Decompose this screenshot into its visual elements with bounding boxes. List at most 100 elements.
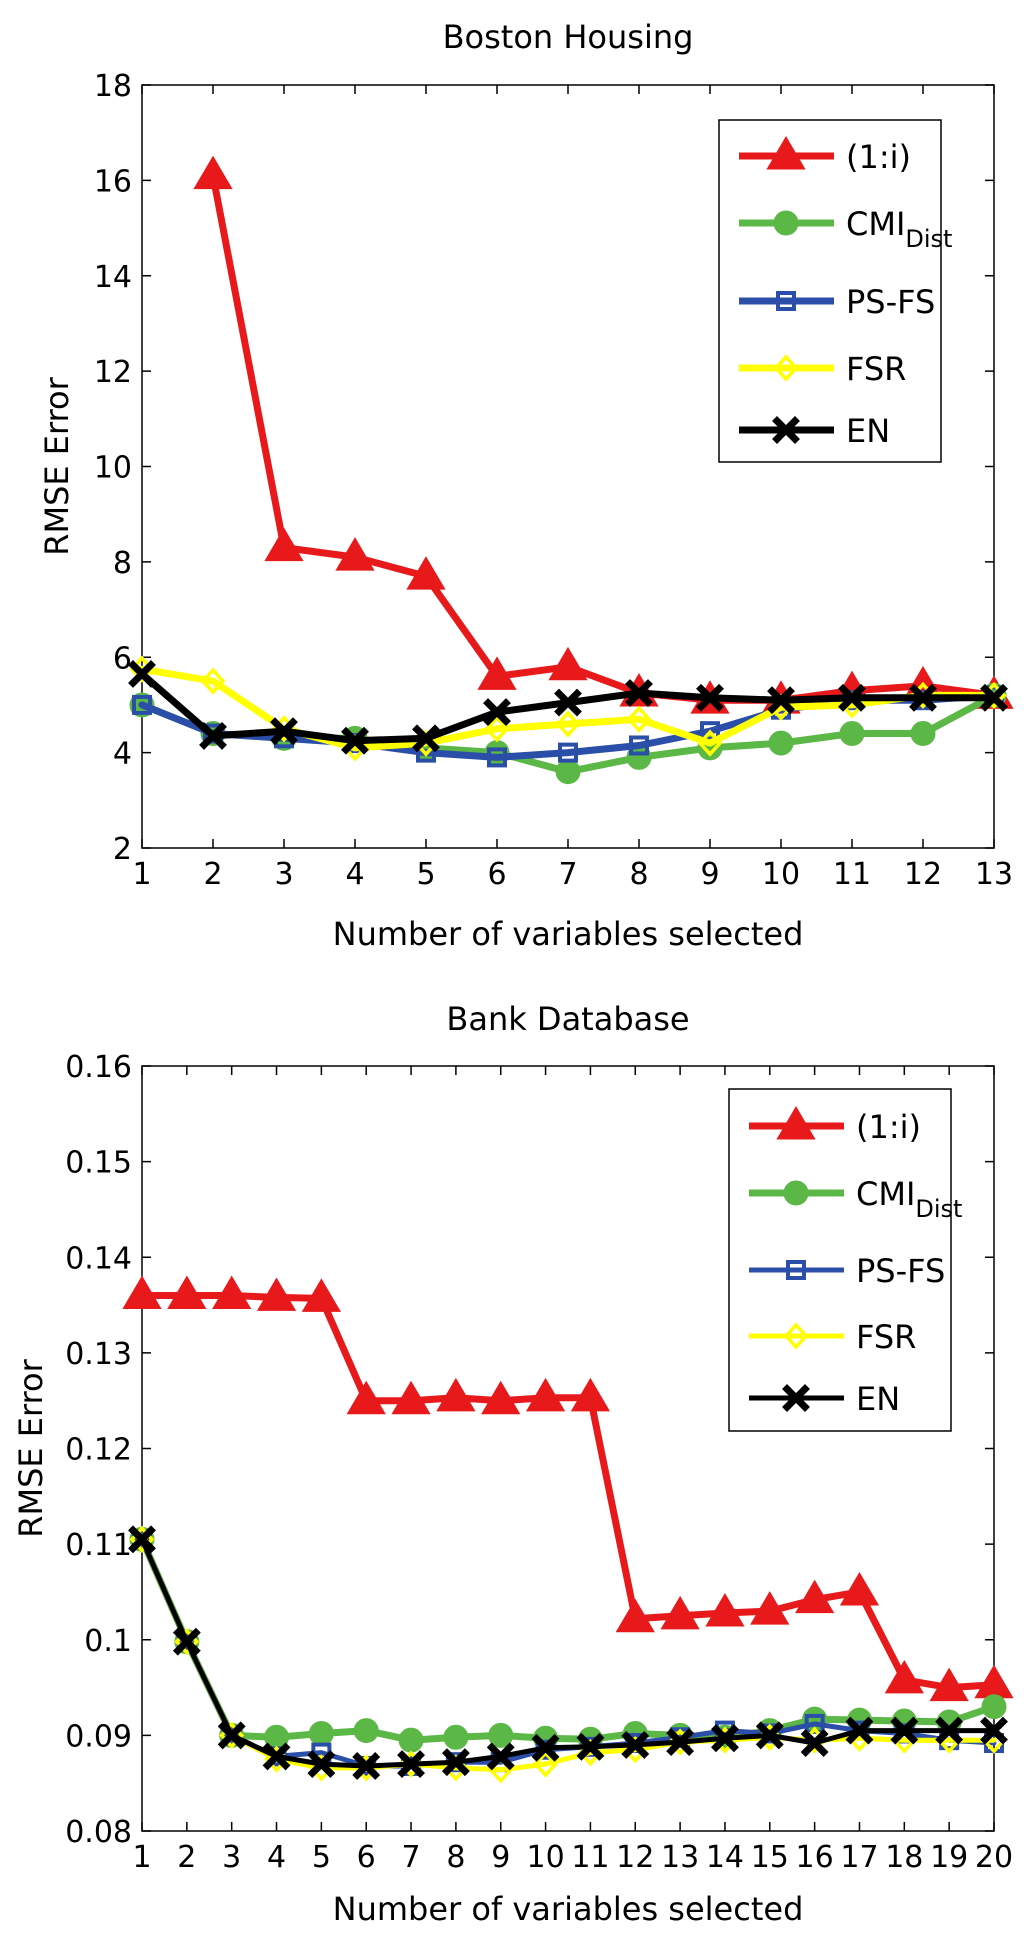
data-point <box>477 656 517 690</box>
data-point <box>128 659 156 688</box>
data-point <box>352 1752 381 1780</box>
series-cmi-dist <box>129 1526 1007 1753</box>
data-point <box>341 726 369 755</box>
data-point <box>531 1733 560 1762</box>
y-axis-title: RMSE Error <box>12 1358 50 1537</box>
chart-title: Bank Database <box>446 1000 689 1038</box>
data-point <box>629 735 649 756</box>
data-point <box>486 1742 515 1771</box>
y-tick-label: 8 <box>113 546 132 581</box>
x-tick-label: 4 <box>267 1840 286 1875</box>
legend-label-main: (1:i) <box>846 138 911 176</box>
data-point <box>554 688 582 717</box>
chart-title: Boston Housing <box>443 18 694 56</box>
x-tick-label: 4 <box>345 857 364 892</box>
data-point <box>800 1729 829 1757</box>
data-point <box>710 1724 739 1753</box>
data-point <box>335 537 375 571</box>
legend-label-main: (1:i) <box>856 1108 921 1146</box>
y-tick-label: 14 <box>94 260 132 295</box>
x-axis-title: Number of variables selected <box>333 1890 804 1928</box>
data-point <box>838 683 866 712</box>
y-tick-label: 0.13 <box>65 1337 132 1372</box>
data-point <box>398 1727 424 1753</box>
x-tick-label: 18 <box>885 1840 923 1875</box>
y-tick-label: 6 <box>113 641 132 676</box>
legend-label-sub: Dist <box>915 1195 962 1223</box>
legend-label-main: FSR <box>856 1318 916 1356</box>
data-point <box>301 1278 341 1312</box>
data-point <box>697 729 723 757</box>
data-point <box>548 646 588 681</box>
data-point <box>839 1571 880 1606</box>
legend-label-main: CMI <box>856 1175 915 1213</box>
legend-marker <box>776 291 796 311</box>
legend-label-main: PS-FS <box>846 283 935 321</box>
data-point <box>441 1748 470 1777</box>
legend-marker <box>773 210 799 236</box>
data-point <box>555 759 581 785</box>
x-tick-label: 13 <box>975 857 1013 892</box>
legend-marker <box>783 1180 809 1206</box>
y-tick-label: 0.1 <box>84 1624 132 1659</box>
data-point <box>488 1722 514 1748</box>
x-tick-label: 11 <box>571 1840 609 1875</box>
data-point <box>767 686 795 715</box>
legend-label: CMIDist <box>846 205 952 253</box>
legend-marker <box>776 1106 816 1140</box>
y-tick-label: 0.08 <box>65 1815 132 1850</box>
series--1-i- <box>122 1275 1014 1702</box>
x-tick-label: 5 <box>416 857 435 892</box>
legend-marker <box>782 1384 810 1412</box>
data-point <box>256 1277 297 1311</box>
x-tick-label: 13 <box>661 1840 699 1875</box>
x-tick-label: 19 <box>930 1840 968 1875</box>
legend-label: (1:i) <box>846 138 911 176</box>
x-tick-label: 10 <box>526 1840 564 1875</box>
data-point <box>909 683 937 712</box>
data-point <box>200 667 226 695</box>
data-point <box>621 1730 650 1759</box>
series-line <box>139 1536 997 1769</box>
legend: (1:i) CMIDist PS-FS FSR EN <box>728 1088 962 1432</box>
series-en <box>128 1525 1008 1780</box>
data-point <box>660 1595 700 1630</box>
y-tick-label: 0.14 <box>65 1241 132 1276</box>
data-point <box>353 1718 379 1744</box>
legend-label: EN <box>856 1380 900 1418</box>
data-point <box>167 1275 207 1309</box>
data-point <box>700 721 720 742</box>
y-tick-label: 0.12 <box>65 1433 132 1468</box>
data-point <box>406 556 446 590</box>
data-point <box>487 747 507 768</box>
data-point <box>199 721 227 750</box>
y-tick-label: 2 <box>113 832 132 867</box>
x-tick-label: 6 <box>357 1840 376 1875</box>
data-point <box>483 698 511 727</box>
x-tick-label: 9 <box>491 1840 510 1875</box>
data-point <box>795 1579 835 1614</box>
y-tick-label: 12 <box>94 355 132 390</box>
x-tick-label: 5 <box>312 1840 331 1875</box>
legend-label: (1:i) <box>856 1108 921 1146</box>
data-point <box>755 1721 784 1750</box>
y-tick-label: 16 <box>94 164 132 199</box>
legend-label: PS-FS <box>846 283 935 321</box>
data-point <box>570 1377 611 1412</box>
legend-marker <box>783 1322 809 1350</box>
data-point <box>890 1716 919 1745</box>
y-tick-label: 18 <box>94 69 132 104</box>
legend-marker <box>786 1260 806 1280</box>
data-point <box>980 1716 1008 1745</box>
data-point <box>412 724 440 753</box>
legend-box <box>718 119 942 463</box>
x-tick-label: 2 <box>203 857 222 892</box>
data-point <box>217 1721 246 1750</box>
legend-marker <box>772 416 800 444</box>
data-point <box>839 721 865 747</box>
y-tick-label: 0.15 <box>65 1146 132 1181</box>
x-tick-label: 2 <box>177 1840 196 1875</box>
legend-label-main: FSR <box>846 350 906 388</box>
